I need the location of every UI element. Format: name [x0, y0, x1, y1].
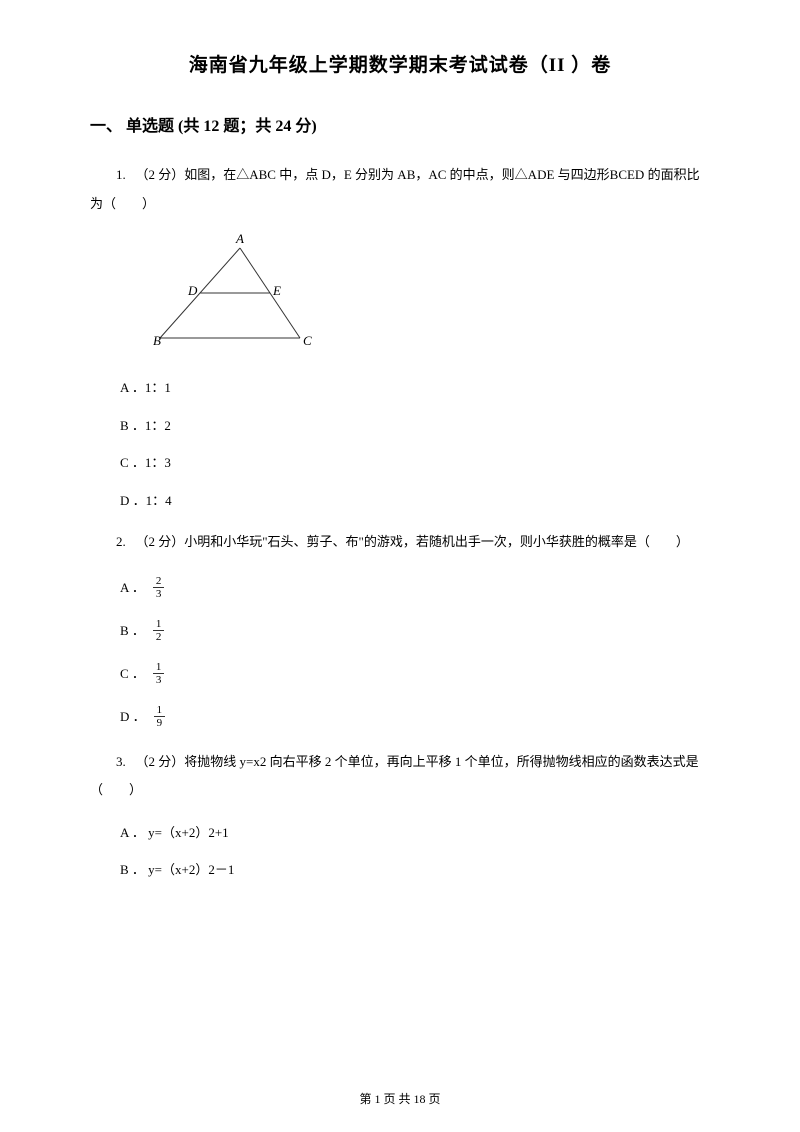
svg-text:B: B [153, 333, 161, 348]
q3-option-a: A ． y=（x+2）2+1 [120, 823, 710, 843]
question-1-text: 1. （2 分）如图，在△ABC 中，点 D，E 分别为 AB，AC 的中点，则… [90, 161, 710, 218]
q1-option-a: A ．1：1 [120, 378, 710, 398]
svg-text:D: D [187, 283, 198, 298]
q2-option-b: B ． 1 2 [120, 618, 710, 643]
q1-option-b: B ．1：2 [120, 416, 710, 436]
q1-option-d: D ．1：4 [120, 491, 710, 511]
q2-option-a-label: A ． [120, 578, 145, 598]
question-3-text: 3. （2 分）将抛物线 y=x2 向右平移 2 个单位，再向上平移 1 个单位… [90, 748, 710, 805]
question-2-text: 2. （2 分）小明和小华玩"石头、剪子、布"的游戏，若随机出手一次，则小华获胜… [90, 528, 710, 557]
q2-option-d: D ． 1 9 [120, 704, 710, 729]
q2-option-c: C ． 1 3 [120, 661, 710, 686]
q2-option-d-label: D ． [120, 707, 146, 727]
svg-text:A: A [235, 233, 244, 246]
fraction-icon: 1 9 [154, 704, 166, 729]
q3-option-b: B ． y=（x+2）2－1 [120, 860, 710, 880]
page-title: 海南省九年级上学期数学期末考试试卷（II ）卷 [90, 50, 710, 77]
page-footer: 第 1 页 共 18 页 [0, 1090, 800, 1107]
q2-option-b-label: B ． [120, 621, 145, 641]
fraction-icon: 2 3 [153, 575, 165, 600]
svg-text:C: C [303, 333, 312, 348]
fraction-icon: 1 2 [153, 618, 165, 643]
svg-text:E: E [272, 283, 281, 298]
fraction-icon: 1 3 [153, 661, 165, 686]
section-header: 一、 单选题 (共 12 题；共 24 分) [90, 112, 710, 136]
q2-option-c-label: C ． [120, 664, 145, 684]
q2-option-a: A ． 2 3 [120, 575, 710, 600]
q1-option-c: C ．1：3 [120, 453, 710, 473]
question-1-figure: A B C D E [150, 233, 710, 358]
